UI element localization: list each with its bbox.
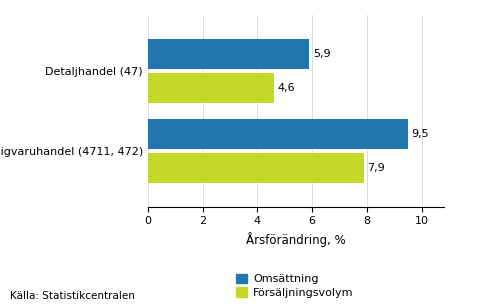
X-axis label: Årsförändring, %: Årsförändring, % [246, 232, 346, 247]
Bar [148, 73, 274, 103]
Text: 4,6: 4,6 [277, 83, 295, 93]
Text: Källa: Statistikcentralen: Källa: Statistikcentralen [10, 291, 135, 301]
Bar [148, 39, 310, 69]
Text: 9,5: 9,5 [411, 129, 429, 139]
Text: 5,9: 5,9 [313, 49, 330, 59]
Legend: Omsättning, Försäljningsvolym: Omsättning, Försäljningsvolym [236, 274, 353, 298]
Bar [148, 153, 364, 183]
Bar [148, 119, 408, 149]
Text: 7,9: 7,9 [368, 163, 386, 173]
